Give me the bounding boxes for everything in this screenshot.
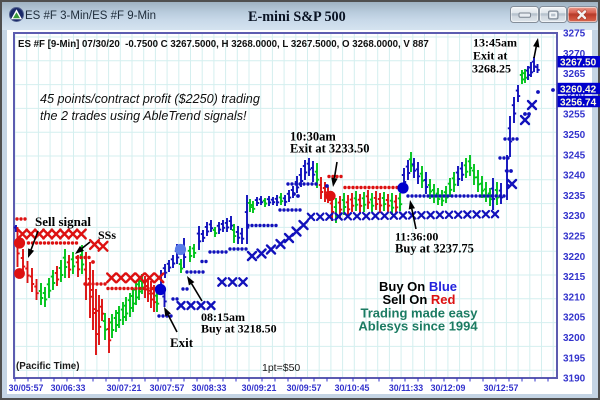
svg-text:Trading made easy: Trading made easy xyxy=(360,306,478,321)
svg-text:08:15am: 08:15am xyxy=(201,310,245,324)
svg-text:3215: 3215 xyxy=(563,272,586,283)
svg-text:3205: 3205 xyxy=(563,313,586,324)
svg-text:3267.50: 3267.50 xyxy=(560,58,597,69)
svg-text:Buy On Blue: Buy On Blue xyxy=(379,279,457,294)
svg-text:30/07:21: 30/07:21 xyxy=(107,383,142,393)
svg-text:E-mini S&P 500: E-mini S&P 500 xyxy=(248,9,346,25)
svg-text:3220: 3220 xyxy=(563,252,586,263)
svg-text:3256.74: 3256.74 xyxy=(560,97,597,108)
svg-text:ES #F [9-Min] 07/30/20 -0.750: ES #F [9-Min] 07/30/20 -0.7500 C 3267.50… xyxy=(18,39,429,50)
svg-text:Exit at 3233.50: Exit at 3233.50 xyxy=(290,142,370,156)
svg-text:11:36:00: 11:36:00 xyxy=(395,230,438,244)
svg-text:3250: 3250 xyxy=(563,130,586,141)
svg-text:ES #F 3-Min/ES #F 9-Min: ES #F 3-Min/ES #F 9-Min xyxy=(25,10,156,22)
svg-text:3255: 3255 xyxy=(563,110,586,121)
svg-text:3200: 3200 xyxy=(563,333,586,344)
svg-text:3230: 3230 xyxy=(563,211,586,222)
svg-text:3265: 3265 xyxy=(563,69,586,80)
svg-text:13:45am: 13:45am xyxy=(473,36,517,50)
svg-text:Exit at: Exit at xyxy=(473,49,507,63)
svg-text:30/08:33: 30/08:33 xyxy=(192,383,227,393)
svg-text:3260: 3260 xyxy=(563,89,586,100)
svg-text:Buy at 3218.50: Buy at 3218.50 xyxy=(201,322,277,336)
svg-text:30/11:33: 30/11:33 xyxy=(389,383,423,393)
svg-text:3240: 3240 xyxy=(563,171,586,182)
svg-text:3275: 3275 xyxy=(563,29,586,40)
svg-text:Buy at 3237.75: Buy at 3237.75 xyxy=(395,242,474,256)
svg-text:3190: 3190 xyxy=(563,374,586,385)
svg-text:Sell On Red: Sell On Red xyxy=(383,292,456,307)
svg-text:10:30am: 10:30am xyxy=(290,130,336,144)
svg-text:30/09:57: 30/09:57 xyxy=(287,383,322,393)
svg-text:30/05:57: 30/05:57 xyxy=(9,383,44,393)
svg-text:3245: 3245 xyxy=(563,150,586,161)
svg-text:3210: 3210 xyxy=(563,292,586,303)
svg-text:Exit: Exit xyxy=(170,335,194,350)
svg-text:3270: 3270 xyxy=(563,49,586,60)
svg-text:Sell signal: Sell signal xyxy=(35,214,91,229)
svg-text:30/10:45: 30/10:45 xyxy=(335,383,370,393)
svg-text:30/06:33: 30/06:33 xyxy=(51,383,86,393)
svg-text:3225: 3225 xyxy=(563,232,586,243)
svg-text:SSs: SSs xyxy=(98,228,116,242)
svg-text:1pt=$50: 1pt=$50 xyxy=(262,362,300,374)
svg-text:30/12:09: 30/12:09 xyxy=(431,383,466,393)
svg-text:3268.25: 3268.25 xyxy=(472,62,511,76)
svg-text:Ablesys since 1994: Ablesys since 1994 xyxy=(358,319,478,334)
svg-text:3195: 3195 xyxy=(563,353,586,364)
svg-text:(Pacific Time): (Pacific Time) xyxy=(16,361,80,372)
svg-text:30/12:57: 30/12:57 xyxy=(484,383,519,393)
svg-text:30/09:21: 30/09:21 xyxy=(242,383,277,393)
svg-text:3235: 3235 xyxy=(563,191,586,202)
svg-text:the 2 trades using AbleTrend s: the 2 trades using AbleTrend signals! xyxy=(40,109,247,123)
svg-text:30/07:57: 30/07:57 xyxy=(150,383,185,393)
svg-text:3260.42: 3260.42 xyxy=(560,84,597,95)
svg-text:45 points/contract profit ($22: 45 points/contract profit ($2250) tradin… xyxy=(40,92,260,106)
